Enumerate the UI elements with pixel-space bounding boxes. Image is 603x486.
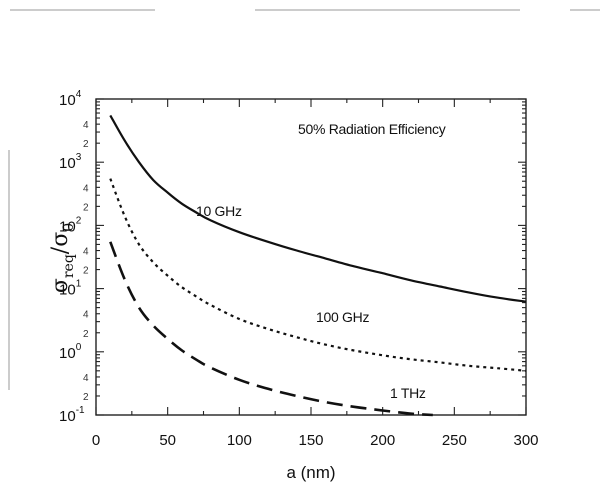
y-minor-tick-label: 2 (83, 266, 89, 277)
y-minor-tick-label: 4 (83, 310, 89, 321)
y-axis-title-sigma2: σ (48, 232, 73, 247)
y-axis-title-sub-req: req (61, 254, 77, 278)
y-axis-title-slash: / (48, 246, 73, 254)
y-minor-tick-label: 2 (83, 202, 89, 213)
series-label-10ghz: 10 GHz (196, 203, 242, 219)
x-tick-label: 150 (298, 432, 323, 449)
y-minor-tick-label: 2 (83, 139, 89, 150)
y-tick-label: 101 (59, 279, 82, 299)
x-tick-label: 200 (370, 432, 395, 449)
y-minor-tick-label: 2 (83, 329, 89, 340)
y-axis-title-sigma1: σ (48, 278, 73, 293)
y-tick-label: 103 (59, 152, 82, 172)
series-layer (109, 114, 527, 417)
y-minor-tick-label: 4 (83, 247, 89, 258)
y-tick-label: 100 (59, 342, 82, 362)
x-tick-label: 300 (513, 432, 538, 449)
series-10ghz-line (109, 114, 527, 303)
x-axis-title: a (nm) (286, 463, 335, 482)
y-minor-tick-label: 4 (83, 120, 89, 131)
y-axis-title-sub-0: 0 (61, 223, 77, 232)
y-minor-tick-label: 4 (83, 373, 89, 384)
x-tick-label: 100 (227, 432, 252, 449)
series-label-100ghz: 100 GHz (316, 309, 369, 325)
y-minor-tick-label: 4 (83, 183, 89, 194)
series-label-1thz: 1 THz (390, 385, 426, 401)
y-tick-label: 10-1 (59, 405, 85, 425)
y-minor-tick-label: 2 (83, 392, 89, 403)
x-tick-label: 0 (92, 432, 100, 449)
y-tick-label: 104 (59, 89, 82, 109)
x-tick-label: 250 (442, 432, 467, 449)
y-tick-label: 102 (59, 215, 82, 235)
plot-frame (95, 98, 527, 416)
y-axis-title: σreq/σ0 (48, 223, 77, 293)
x-ticks: 0 50 100 150 200 250 300 (92, 99, 539, 449)
annotation-radiation-efficiency: 50% Radiation Efficiency (298, 121, 446, 137)
series-1thz-line (109, 241, 433, 417)
x-tick-label: 50 (159, 432, 176, 449)
